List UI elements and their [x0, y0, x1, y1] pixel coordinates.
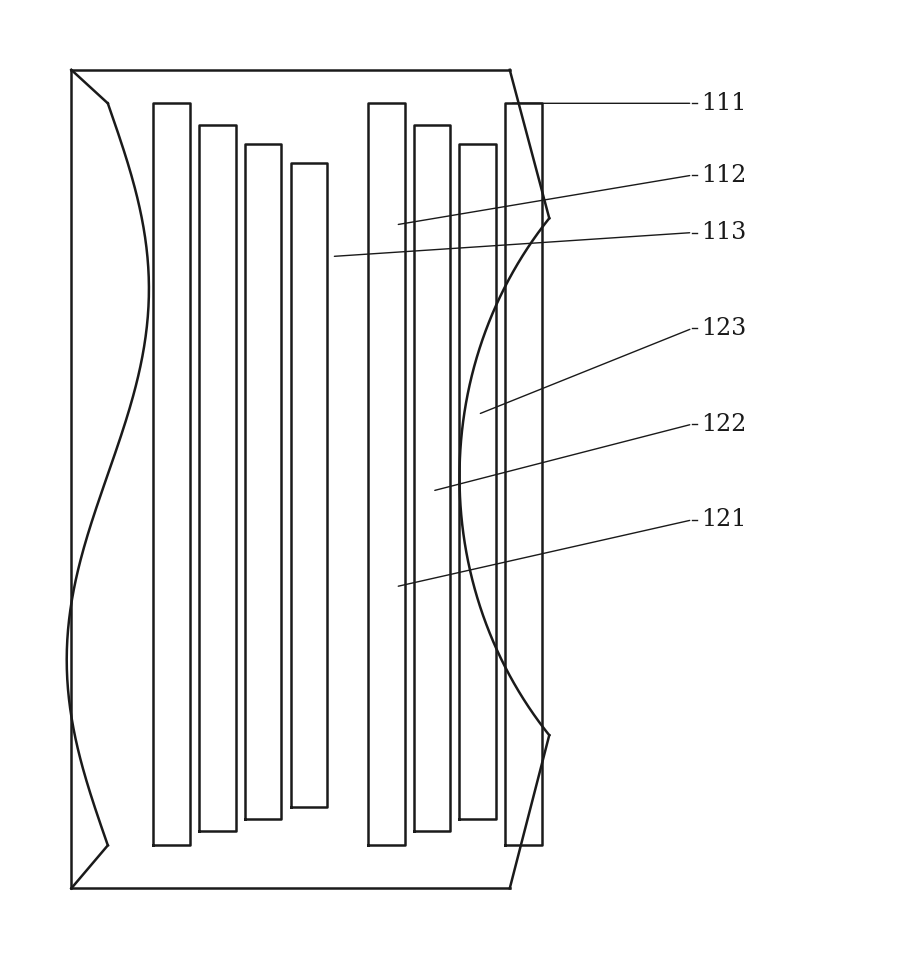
Text: 113: 113: [701, 221, 747, 244]
Text: 121: 121: [701, 508, 747, 532]
Text: 112: 112: [701, 164, 747, 187]
Text: 122: 122: [701, 412, 747, 435]
Text: 123: 123: [701, 317, 747, 340]
Text: 111: 111: [701, 91, 747, 115]
